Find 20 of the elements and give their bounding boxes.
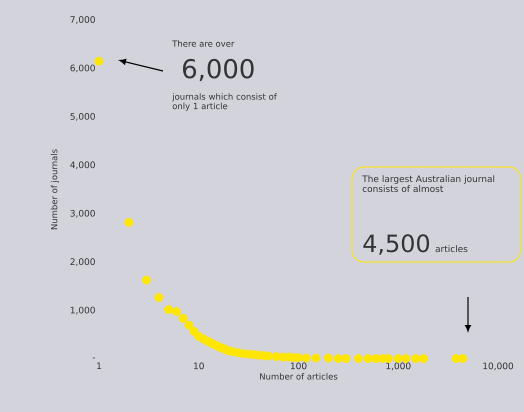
y-tick-label: 1,000 — [70, 306, 95, 314]
x-tick-label: 1 — [97, 362, 102, 370]
y-tick-label: 4,000 — [70, 161, 95, 170]
x-tick-label: 10 — [194, 362, 204, 370]
y-tick-label: 6,000 — [70, 64, 95, 72]
y-tick-label: 5,000 — [70, 113, 95, 121]
annotation: There are over — [172, 40, 234, 47]
annotation: 6,000 — [183, 58, 254, 82]
x-tick-label: 10,000 — [483, 362, 514, 370]
y-tick-label: 7,000 — [70, 16, 95, 24]
x-tick-label: 1,000 — [386, 362, 410, 370]
y-tick-label: 3,000 — [70, 210, 95, 218]
annotation: articles — [436, 245, 468, 252]
y-tick-label: 2,000 — [70, 258, 95, 266]
y-axis-title: Number of journals — [50, 149, 59, 230]
x-tick-label: 100 — [290, 362, 306, 370]
annotation: The largest Australian journal consists of almost — [362, 175, 494, 192]
x-axis-title: Number of articles — [260, 373, 338, 380]
annotation: journals which consist of only 1 article — [172, 93, 277, 111]
annotation: 4,500 — [363, 234, 430, 255]
